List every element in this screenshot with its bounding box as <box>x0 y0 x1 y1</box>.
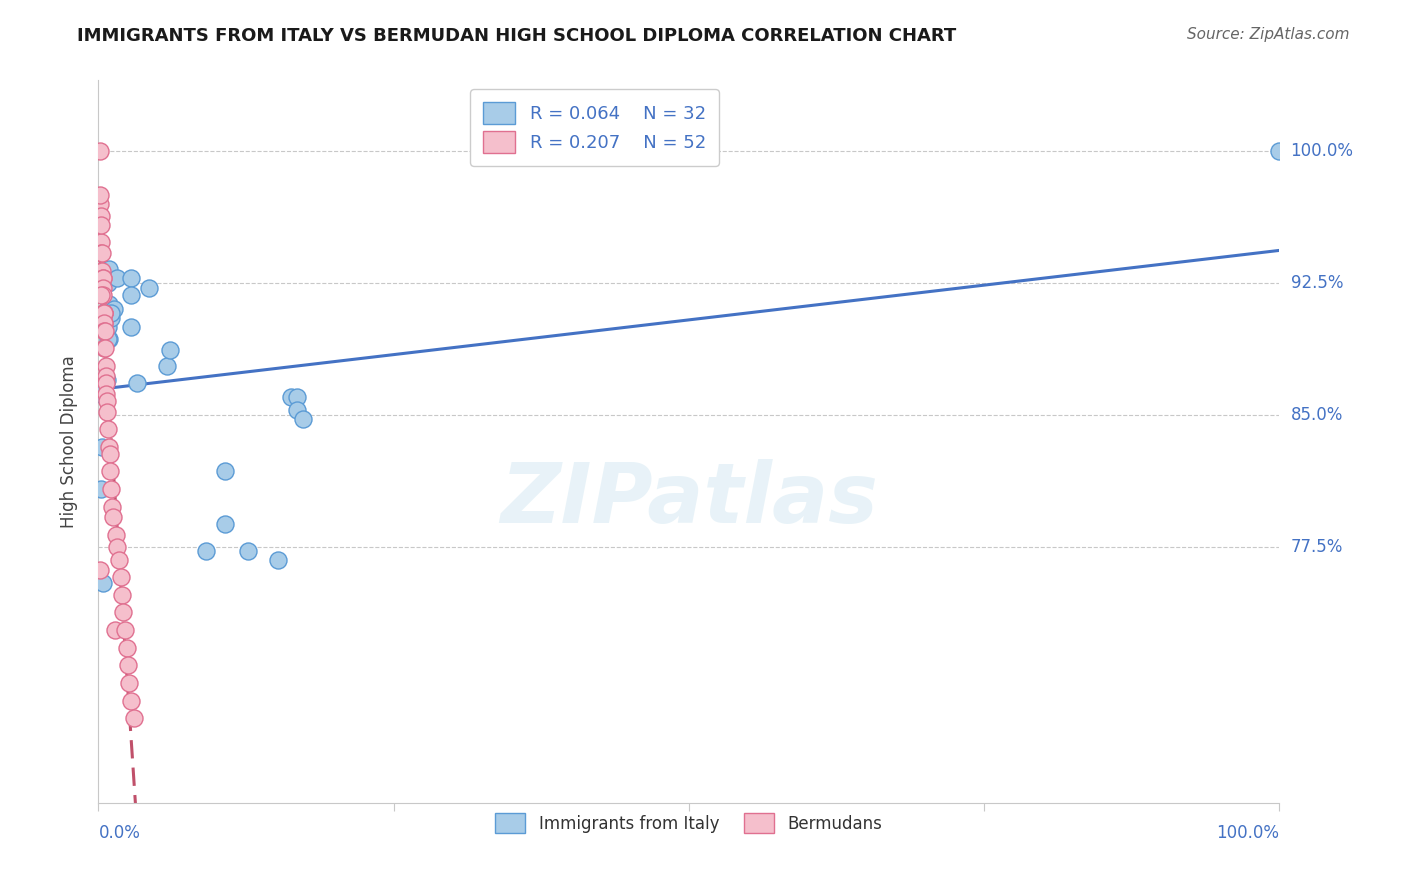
Point <box>98 465 121 479</box>
Point <box>98 332 121 346</box>
Point <box>127 376 149 391</box>
Point <box>90 387 112 401</box>
Point <box>91 263 114 277</box>
Point <box>156 359 179 373</box>
Point <box>91 288 114 302</box>
Point <box>103 510 125 524</box>
Point <box>112 606 135 620</box>
Point <box>100 306 122 320</box>
Point <box>100 482 122 496</box>
Text: 92.5%: 92.5% <box>1291 274 1343 292</box>
Point <box>91 270 114 285</box>
Point <box>115 640 138 655</box>
Point <box>94 387 117 401</box>
Point <box>97 422 120 436</box>
Point <box>97 332 120 346</box>
Point <box>90 209 112 223</box>
Point <box>93 306 115 320</box>
Point <box>101 500 124 514</box>
Point <box>93 306 115 320</box>
Point <box>89 563 111 577</box>
Legend: Immigrants from Italy, Bermudans: Immigrants from Italy, Bermudans <box>484 801 894 845</box>
Point <box>96 373 118 387</box>
Text: 85.0%: 85.0% <box>1291 406 1343 424</box>
Point <box>91 246 114 260</box>
Point <box>267 552 290 566</box>
Point <box>122 711 145 725</box>
Text: ZIPatlas: ZIPatlas <box>501 458 877 540</box>
Point <box>96 394 118 409</box>
Point <box>89 196 111 211</box>
Point <box>90 288 112 302</box>
Point <box>110 570 132 584</box>
Text: 100.0%: 100.0% <box>1291 142 1354 160</box>
Point <box>285 391 308 405</box>
Point <box>98 297 121 311</box>
Point <box>238 543 260 558</box>
Point <box>97 320 120 334</box>
Point <box>91 281 114 295</box>
Y-axis label: High School Diploma: High School Diploma <box>59 355 77 528</box>
Point <box>97 276 120 290</box>
Point <box>91 440 114 454</box>
Point <box>121 288 143 302</box>
Point <box>214 517 236 532</box>
Point <box>90 246 112 260</box>
Point <box>90 482 112 496</box>
Point <box>108 552 131 566</box>
Text: IMMIGRANTS FROM ITALY VS BERMUDAN HIGH SCHOOL DIPLOMA CORRELATION CHART: IMMIGRANTS FROM ITALY VS BERMUDAN HIGH S… <box>77 27 956 45</box>
Point <box>159 343 181 357</box>
Point <box>121 320 143 334</box>
Point <box>100 311 122 326</box>
Point <box>90 235 112 250</box>
Point <box>291 411 314 425</box>
Point <box>96 404 118 418</box>
Point <box>105 270 128 285</box>
Point <box>90 218 112 232</box>
Point <box>94 376 117 391</box>
Point <box>89 144 111 158</box>
Point <box>91 306 114 320</box>
Text: 0.0%: 0.0% <box>98 824 141 842</box>
Point <box>111 588 134 602</box>
Point <box>94 324 117 338</box>
Point <box>94 341 117 355</box>
Point <box>93 306 115 320</box>
Text: 77.5%: 77.5% <box>1291 538 1343 557</box>
Point <box>285 402 308 417</box>
Point <box>214 465 236 479</box>
Point <box>118 676 141 690</box>
Point <box>94 359 117 373</box>
Point <box>1268 144 1291 158</box>
Point <box>117 658 139 673</box>
Text: 100.0%: 100.0% <box>1216 824 1279 842</box>
Point <box>90 263 112 277</box>
Point <box>98 447 121 461</box>
Point <box>98 261 121 276</box>
Point <box>91 270 114 285</box>
Point <box>138 281 160 295</box>
Point <box>93 324 115 338</box>
Point <box>103 302 125 317</box>
Point <box>89 187 111 202</box>
Point <box>104 623 127 637</box>
Point <box>114 623 136 637</box>
Point <box>120 693 142 707</box>
Point <box>93 341 115 355</box>
Point <box>93 317 115 331</box>
Point <box>91 575 114 590</box>
Point <box>98 440 121 454</box>
Point <box>121 270 143 285</box>
Text: Source: ZipAtlas.com: Source: ZipAtlas.com <box>1187 27 1350 42</box>
Point <box>194 543 217 558</box>
Point <box>94 369 117 384</box>
Point <box>280 391 302 405</box>
Point <box>105 528 128 542</box>
Point <box>93 317 115 331</box>
Point <box>105 541 128 555</box>
